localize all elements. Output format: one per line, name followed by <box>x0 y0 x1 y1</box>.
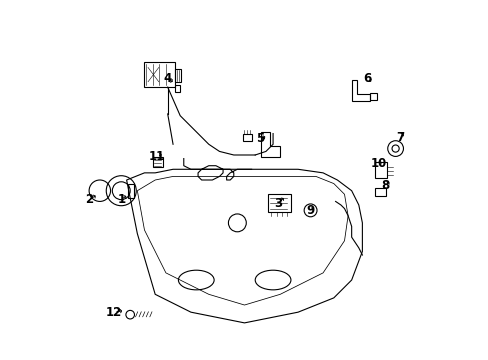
Bar <box>374 162 386 178</box>
Bar <box>242 134 251 141</box>
Text: 6: 6 <box>363 72 371 85</box>
Bar <box>153 157 163 167</box>
Text: 5: 5 <box>256 132 264 145</box>
Bar <box>374 188 385 196</box>
Bar <box>369 93 377 100</box>
Bar <box>175 85 180 93</box>
Text: 7: 7 <box>395 131 403 144</box>
Text: 4: 4 <box>163 72 171 85</box>
Text: 3: 3 <box>274 197 282 210</box>
Text: 1: 1 <box>117 193 125 206</box>
Text: 11: 11 <box>148 150 165 163</box>
Text: 2: 2 <box>85 193 93 206</box>
Text: 10: 10 <box>369 157 386 170</box>
Text: 9: 9 <box>306 204 314 217</box>
Text: 12: 12 <box>106 306 122 319</box>
Bar <box>127 184 134 198</box>
Bar <box>175 69 181 82</box>
Text: 8: 8 <box>381 179 389 192</box>
